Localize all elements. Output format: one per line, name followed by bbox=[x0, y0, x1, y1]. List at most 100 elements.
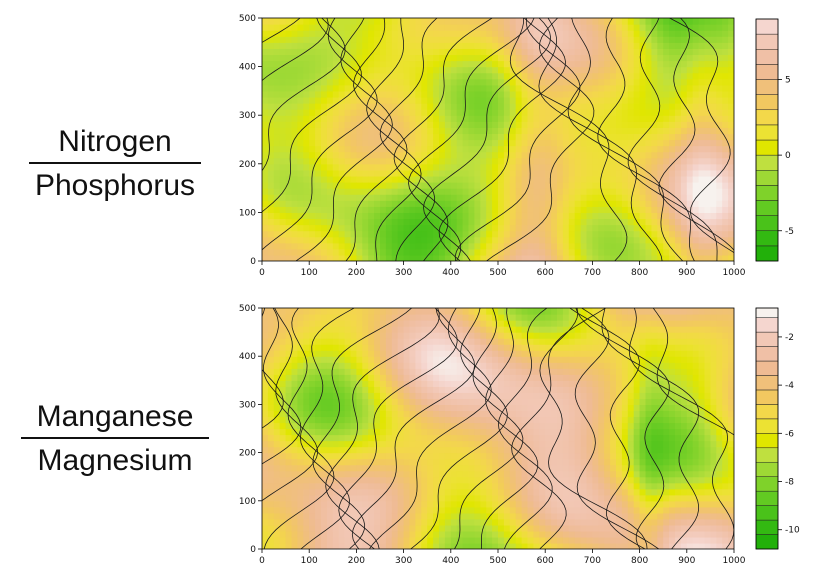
heatmap-cell bbox=[533, 72, 540, 80]
heatmap-cell bbox=[686, 30, 694, 37]
heatmap-cell bbox=[669, 60, 676, 68]
heatmap-cell bbox=[639, 242, 647, 250]
heatmap-cell bbox=[586, 151, 593, 159]
heatmap-cell bbox=[551, 236, 558, 244]
heatmap-cell bbox=[503, 115, 511, 122]
heatmap-cell bbox=[415, 434, 422, 442]
heatmap-cell bbox=[267, 145, 275, 153]
heatmap-cell bbox=[403, 248, 411, 256]
heatmap-cell bbox=[586, 212, 593, 220]
heatmap-cell bbox=[728, 230, 734, 238]
heatmap-cell bbox=[450, 206, 458, 213]
heatmap-cell bbox=[468, 542, 475, 549]
heatmap-cell bbox=[391, 72, 399, 80]
heatmap-cell bbox=[533, 60, 540, 68]
heatmap-cell bbox=[639, 121, 647, 128]
heatmap-cell bbox=[356, 428, 363, 436]
heatmap-cell bbox=[267, 133, 275, 141]
heatmap-cell bbox=[722, 248, 729, 256]
heatmap-cell bbox=[492, 482, 499, 490]
heatmap-cell bbox=[616, 218, 623, 226]
heatmap-cell bbox=[574, 133, 582, 141]
heatmap-cell bbox=[468, 109, 475, 116]
heatmap-cell bbox=[462, 422, 470, 430]
heatmap-cell bbox=[503, 24, 511, 31]
heatmap-cell bbox=[291, 494, 298, 502]
heatmap-cell bbox=[332, 356, 340, 363]
heatmap-cell bbox=[456, 404, 464, 412]
heatmap-cell bbox=[716, 24, 723, 31]
heatmap-cell bbox=[456, 72, 464, 80]
heatmap-cell bbox=[279, 115, 287, 122]
heatmap-cell bbox=[380, 506, 387, 514]
heatmap-cell bbox=[326, 488, 334, 496]
heatmap-cell bbox=[391, 78, 399, 86]
heatmap-cell bbox=[391, 320, 399, 327]
heatmap-cell bbox=[326, 96, 334, 104]
heatmap-cell bbox=[686, 139, 694, 147]
heatmap-cell bbox=[303, 151, 310, 159]
heatmap-cell bbox=[633, 194, 641, 201]
heatmap-cell bbox=[474, 506, 481, 514]
heatmap-cell bbox=[456, 476, 464, 484]
heatmap-cell bbox=[380, 60, 387, 68]
heatmap-cell bbox=[397, 72, 405, 80]
heatmap-cell bbox=[415, 200, 422, 207]
heatmap-cell bbox=[309, 151, 316, 159]
heatmap-cell bbox=[444, 103, 452, 110]
heatmap-cell bbox=[403, 386, 411, 393]
heatmap-cell bbox=[397, 326, 405, 333]
heatmap-cell bbox=[586, 48, 593, 56]
heatmap-cell bbox=[450, 356, 458, 363]
heatmap-cell bbox=[716, 66, 723, 74]
heatmap-cell bbox=[474, 145, 481, 153]
heatmap-cell bbox=[374, 24, 381, 31]
heatmap-cell bbox=[391, 542, 399, 549]
heatmap-cell bbox=[509, 404, 517, 412]
heatmap-cell bbox=[639, 200, 647, 207]
heatmap-cell bbox=[409, 121, 416, 128]
heatmap-cell bbox=[492, 542, 499, 549]
heatmap-cell bbox=[291, 42, 298, 49]
heatmap-cell bbox=[338, 494, 346, 502]
heatmap-cell bbox=[262, 224, 269, 232]
heatmap-cell bbox=[273, 60, 281, 68]
heatmap-cell bbox=[385, 30, 393, 37]
heatmap-cell bbox=[297, 350, 304, 357]
heatmap-cell bbox=[474, 344, 481, 351]
heatmap-cell bbox=[480, 48, 487, 56]
heatmap-cell bbox=[450, 121, 458, 128]
heatmap-cell bbox=[503, 356, 511, 363]
heatmap-cell bbox=[545, 96, 552, 104]
heatmap-cell bbox=[356, 488, 363, 496]
heatmap-cell bbox=[474, 242, 481, 250]
heatmap-cell bbox=[675, 218, 682, 226]
heatmap-cell bbox=[722, 36, 729, 43]
heatmap-cell bbox=[444, 127, 452, 135]
heatmap-cell bbox=[669, 30, 676, 37]
heatmap-cell bbox=[421, 115, 428, 122]
heatmap-cell bbox=[267, 350, 275, 357]
heatmap-cell bbox=[450, 506, 458, 514]
heatmap-cell bbox=[680, 78, 688, 86]
heatmap-cell bbox=[468, 308, 475, 315]
heatmap-cell bbox=[580, 84, 588, 92]
heatmap-cell bbox=[344, 344, 352, 351]
heatmap-cell bbox=[397, 416, 405, 424]
heatmap-cell bbox=[309, 422, 316, 430]
heatmap-cell bbox=[621, 175, 629, 183]
heatmap-cell bbox=[450, 103, 458, 110]
heatmap-cell bbox=[338, 308, 346, 315]
heatmap-cell bbox=[321, 206, 328, 213]
heatmap-cell bbox=[680, 188, 688, 195]
heatmap-cell bbox=[439, 482, 446, 490]
heatmap-cell bbox=[344, 422, 352, 430]
heatmap-cell bbox=[309, 488, 316, 496]
heatmap-cell bbox=[285, 169, 293, 177]
heatmap-cell bbox=[427, 326, 434, 333]
heatmap-cell bbox=[374, 121, 381, 128]
heatmap-cell bbox=[297, 78, 304, 86]
heatmap-cell bbox=[462, 145, 470, 153]
heatmap-cell bbox=[433, 500, 440, 508]
heatmap-cell bbox=[486, 344, 493, 351]
